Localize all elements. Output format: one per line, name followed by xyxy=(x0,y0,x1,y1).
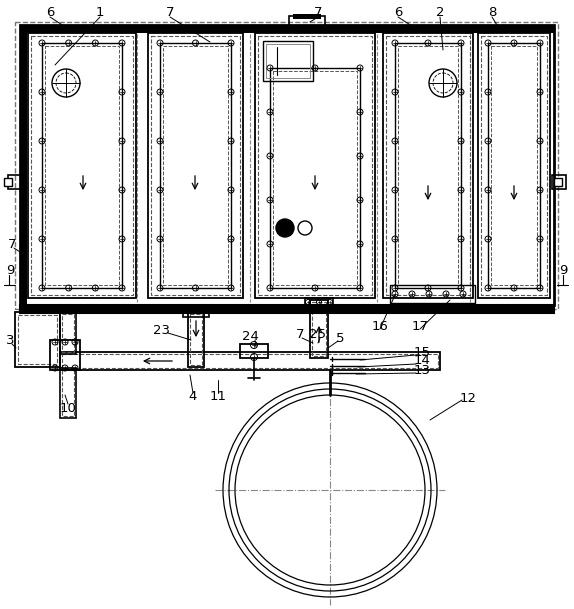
Bar xyxy=(188,312,204,367)
Bar xyxy=(240,344,268,358)
Text: 25: 25 xyxy=(309,328,327,342)
Text: 7: 7 xyxy=(8,239,16,252)
Bar xyxy=(310,300,328,358)
Bar xyxy=(258,36,372,295)
Text: 23: 23 xyxy=(153,323,170,337)
Bar xyxy=(8,175,22,189)
Bar xyxy=(398,46,458,285)
Bar xyxy=(62,314,74,352)
Text: 8: 8 xyxy=(488,7,496,19)
Text: 7: 7 xyxy=(314,7,322,19)
Bar xyxy=(263,41,313,81)
Bar xyxy=(552,175,566,189)
Bar xyxy=(20,25,554,33)
Bar xyxy=(270,68,360,288)
Bar xyxy=(148,33,243,298)
Bar xyxy=(554,178,562,186)
Bar xyxy=(60,368,76,418)
Text: 12: 12 xyxy=(460,392,476,404)
Bar xyxy=(383,33,473,298)
Bar xyxy=(15,22,558,309)
Bar xyxy=(183,305,209,317)
Bar xyxy=(386,36,470,295)
Bar xyxy=(293,14,321,19)
Bar xyxy=(151,36,240,295)
Bar xyxy=(163,46,228,285)
Bar xyxy=(273,71,357,285)
Text: 6: 6 xyxy=(394,7,402,19)
Bar xyxy=(20,25,27,305)
Text: 3: 3 xyxy=(6,334,14,347)
Text: 9: 9 xyxy=(6,264,14,276)
Bar xyxy=(31,36,133,295)
Bar xyxy=(45,46,119,285)
Bar xyxy=(60,312,76,354)
Text: 1: 1 xyxy=(96,7,104,19)
Text: 4: 4 xyxy=(189,390,197,403)
Bar xyxy=(60,352,440,370)
Text: 2: 2 xyxy=(436,7,444,19)
Text: 7: 7 xyxy=(296,328,304,342)
Bar xyxy=(478,33,550,298)
Bar xyxy=(20,305,554,313)
Bar xyxy=(266,44,310,78)
Text: 9: 9 xyxy=(559,264,567,276)
Text: 17: 17 xyxy=(412,320,429,333)
Text: 7: 7 xyxy=(166,7,174,19)
Bar xyxy=(4,178,12,186)
Bar xyxy=(18,315,57,364)
Bar xyxy=(190,314,202,365)
Bar xyxy=(62,354,438,368)
Bar xyxy=(15,312,60,367)
Bar xyxy=(28,33,136,298)
Bar xyxy=(305,298,333,306)
Circle shape xyxy=(276,219,294,237)
Text: 14: 14 xyxy=(413,354,430,367)
Text: 13: 13 xyxy=(413,364,430,376)
Text: 11: 11 xyxy=(210,390,227,403)
Bar xyxy=(50,340,80,370)
Text: 15: 15 xyxy=(413,345,430,359)
Text: 10: 10 xyxy=(60,401,76,415)
Bar xyxy=(255,33,375,298)
Bar xyxy=(20,25,554,305)
Text: 16: 16 xyxy=(371,320,389,333)
Bar xyxy=(312,302,326,356)
Text: 5: 5 xyxy=(336,331,344,345)
Bar xyxy=(390,285,475,303)
Bar xyxy=(481,36,547,295)
Bar xyxy=(395,43,461,288)
Bar xyxy=(42,43,122,288)
Bar xyxy=(160,43,231,288)
Text: 24: 24 xyxy=(242,331,258,343)
Bar xyxy=(491,46,537,285)
Bar xyxy=(62,370,74,416)
Bar xyxy=(289,16,325,30)
Bar xyxy=(488,43,540,288)
Text: 6: 6 xyxy=(46,7,54,19)
